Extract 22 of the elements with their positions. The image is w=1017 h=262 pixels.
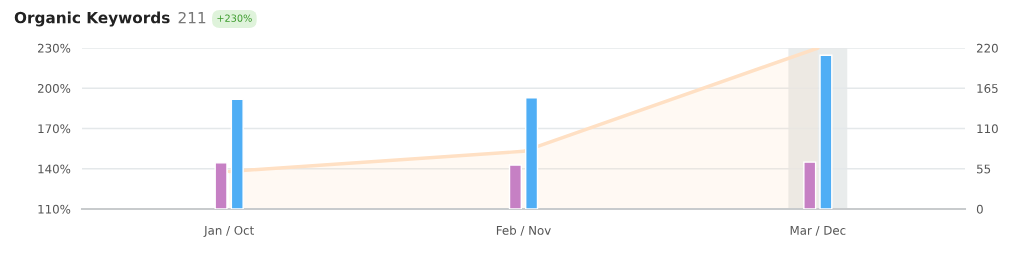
y-tick-label: 140% (38, 164, 71, 174)
bar (230, 98, 244, 209)
bar (819, 54, 833, 209)
bar (214, 162, 228, 209)
y-tick-label: 170% (38, 124, 71, 134)
y2-tick-label: 110 (977, 124, 998, 134)
text: 211 (178, 11, 206, 24)
y2-tick-label: 0 (976, 204, 983, 214)
y-tick-label: 110% (38, 204, 71, 214)
x-tick-label: Feb / Nov (496, 225, 551, 236)
y2-tick-label: 55 (977, 164, 991, 174)
text: +230% (217, 14, 252, 22)
y2-tick-label: 220 (976, 43, 998, 53)
y-tick-label: 200% (38, 83, 71, 93)
y-tick-label: 230% (38, 43, 71, 53)
chart-title: Organic Keywords (14, 11, 170, 27)
bar (508, 164, 522, 209)
x-tick-label: Jan / Oct (203, 225, 254, 237)
bar (525, 97, 539, 209)
y2-tick-label: 165 (977, 83, 998, 93)
bar (803, 161, 817, 209)
x-tick-label: Mar / Dec (790, 226, 846, 236)
